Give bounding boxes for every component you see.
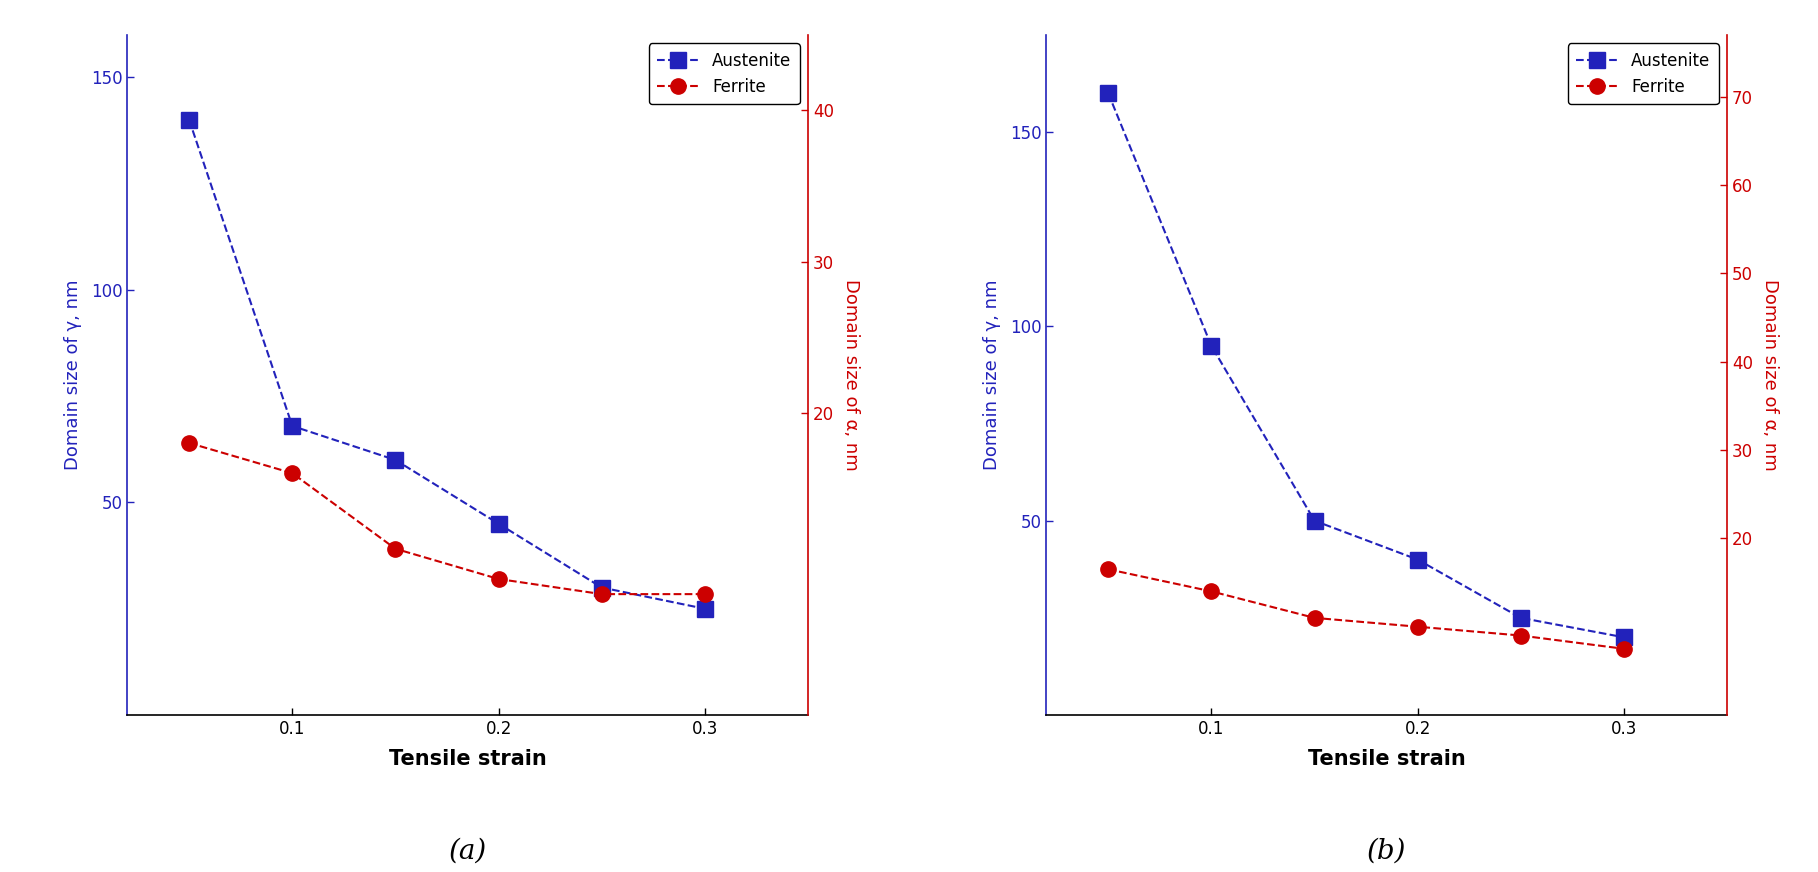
Austenite [1304, 515, 1325, 526]
Ferrite [1613, 644, 1634, 654]
Line: Ferrite: Ferrite [182, 435, 713, 602]
Austenite [178, 114, 200, 125]
Austenite [1407, 555, 1429, 565]
Austenite [1613, 632, 1634, 643]
Y-axis label: Domain size of α, nm: Domain size of α, nm [1762, 279, 1780, 471]
Y-axis label: Domain size of α, nm: Domain size of α, nm [842, 279, 860, 471]
Line: Ferrite: Ferrite [1100, 562, 1631, 657]
Austenite [487, 519, 509, 529]
Austenite [591, 582, 613, 593]
Ferrite [487, 574, 509, 584]
Text: (b): (b) [1367, 838, 1407, 864]
Legend: Austenite, Ferrite: Austenite, Ferrite [649, 44, 800, 105]
Ferrite [1098, 564, 1120, 575]
Ferrite [1511, 630, 1533, 641]
Ferrite [178, 438, 200, 448]
X-axis label: Tensile strain: Tensile strain [389, 749, 547, 769]
Line: Austenite: Austenite [182, 112, 713, 617]
Austenite [282, 421, 304, 432]
Ferrite [1304, 613, 1325, 623]
Ferrite [591, 589, 613, 599]
Ferrite [385, 543, 407, 554]
Ferrite [1407, 622, 1429, 632]
Austenite [1098, 88, 1120, 99]
Austenite [1200, 341, 1222, 351]
Ferrite [282, 468, 304, 479]
Ferrite [694, 589, 716, 599]
Line: Austenite: Austenite [1100, 85, 1631, 645]
Legend: Austenite, Ferrite: Austenite, Ferrite [1567, 44, 1718, 105]
X-axis label: Tensile strain: Tensile strain [1307, 749, 1465, 769]
Austenite [694, 603, 716, 614]
Austenite [1511, 613, 1533, 623]
Ferrite [1200, 586, 1222, 596]
Y-axis label: Domain size of γ, nm: Domain size of γ, nm [64, 280, 82, 470]
Austenite [385, 455, 407, 466]
Text: (a): (a) [449, 838, 487, 864]
Y-axis label: Domain size of γ, nm: Domain size of γ, nm [984, 280, 1002, 470]
